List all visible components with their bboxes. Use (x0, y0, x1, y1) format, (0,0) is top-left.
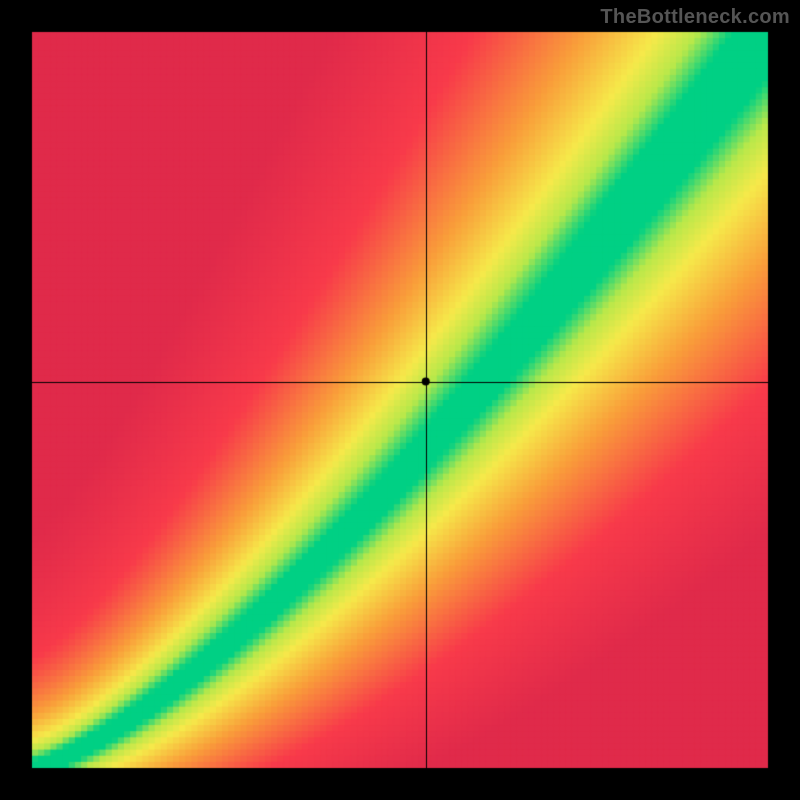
watermark-text: TheBottleneck.com (600, 6, 790, 29)
chart-container: TheBottleneck.com (0, 0, 800, 800)
bottleneck-heatmap (0, 0, 800, 800)
